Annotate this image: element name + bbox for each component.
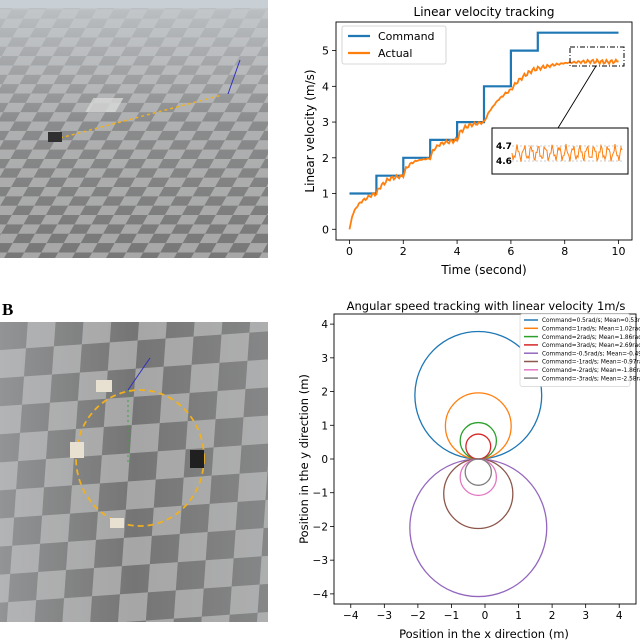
legend-command-label: Command <box>378 30 435 43</box>
chart-a-lines <box>348 31 619 230</box>
chart-b-legend-box <box>519 313 631 387</box>
chart-b-xlabel: Position in the x direction (m) <box>399 627 569 641</box>
legend-label: Command=-2rad/s; Mean=-1.86rad/s <box>542 368 640 374</box>
chart-a-ytick-label: 2 <box>322 152 329 165</box>
chart-a-ylabel: Linear velocity (m/s) <box>303 69 317 192</box>
chart-a-legend: Command Actual <box>341 25 447 65</box>
chart-b-ylabel: Position in the y direction (m) <box>297 374 311 544</box>
chart-b-legend: Command=0.5rad/s; Mean=0.53rad/s Command=… <box>519 313 640 387</box>
trajectory-circle-7 <box>464 458 493 486</box>
chart-b-ytick-label: −4 <box>313 589 329 601</box>
inset-tick-low: 4.6 <box>496 157 512 167</box>
chart-b-ytick-label: 3 <box>321 353 328 365</box>
chart-b-xtick-label: 3 <box>582 610 589 622</box>
legend-label: Command=3rad/s; Mean=2.69rad/s <box>542 343 640 349</box>
legend-actual-label: Actual <box>378 47 412 60</box>
legend-label: Command=2rad/s; Mean=1.86rad/s <box>542 335 640 341</box>
chart-a-xtick-label: 0 <box>346 245 353 258</box>
chart-b-ticks: −4 −3 −2 −1 0 1 2 3 4 −4 −3 −2 −1 0 1 2 3 4 <box>313 319 623 622</box>
chart-b-xtick-label: −2 <box>410 610 425 622</box>
trajectory-circle-4 <box>409 458 548 598</box>
simulation-render-a <box>0 0 268 258</box>
zoom-region-box <box>569 46 625 67</box>
chart-a-ytick-label: 1 <box>322 188 329 201</box>
chart-b-xtick-label: 0 <box>482 610 489 622</box>
chart-b-xtick-label: −3 <box>377 610 392 622</box>
chart-b-xtick-label: −1 <box>444 610 459 622</box>
panel-letter-b: B <box>2 300 14 319</box>
chart-b-xtick-label: 1 <box>515 610 522 622</box>
chart-b-xtick-label: −4 <box>343 610 359 622</box>
chart-linear-velocity: Linear velocity tracking 0 2 4 6 8 10 0 1 2 3 4 5 T… <box>303 5 633 277</box>
trajectory-circle-3 <box>465 433 492 460</box>
chart-a-title: Linear velocity tracking <box>414 5 555 19</box>
chart-b-ytick-label: 0 <box>321 454 328 466</box>
inset-actual-line <box>511 143 623 162</box>
chart-angular-speed: Angular speed tracking with linear veloc… <box>297 299 640 641</box>
chart-a-ytick-label: 0 <box>322 223 329 236</box>
legend-label: Command=-1rad/s; Mean=-0.97rad/s <box>542 360 640 366</box>
chart-a-xtick-label: 10 <box>612 245 626 258</box>
chart-a-ytick-label: 5 <box>322 45 329 58</box>
chart-a-xtick-label: 8 <box>561 245 568 258</box>
chart-a-ticks: 0 2 4 6 8 10 0 1 2 3 4 5 <box>322 45 626 258</box>
trajectory-circle-1 <box>444 392 512 460</box>
chart-a-xlabel: Time (second) <box>440 263 526 277</box>
chart-b-circles <box>409 330 548 598</box>
legend-label: Command=1rad/s; Mean=1.02rad/s <box>542 327 640 333</box>
legend-label: Command=0.5rad/s; Mean=0.53rad/s <box>542 318 640 324</box>
chart-b-ytick-label: 2 <box>321 387 328 399</box>
chart-a-xtick-label: 4 <box>454 245 461 258</box>
chart-a-ytick-label: 3 <box>322 116 329 129</box>
chart-b-title: Angular speed tracking with linear veloc… <box>347 299 626 313</box>
trajectory-circle-2 <box>459 421 498 460</box>
chart-a-inset: 4.7 4.6 <box>491 46 629 175</box>
chart-a-xtick-label: 2 <box>400 245 407 258</box>
chart-b-ytick-label: 1 <box>321 420 328 432</box>
legend-label: Command=-0.5rad/s; Mean=-0.49rad/s <box>542 351 640 357</box>
inset-frame <box>491 127 629 175</box>
inset-tick-high: 4.7 <box>496 142 512 152</box>
chart-a-ytick-label: 4 <box>322 80 329 93</box>
chart-a-plot-frame <box>335 21 633 241</box>
chart-b-ytick-label: −2 <box>313 521 328 533</box>
series-actual-line <box>348 57 619 230</box>
chart-b-ytick-label: −1 <box>313 488 328 500</box>
chart-b-xtick-label: 4 <box>616 610 623 622</box>
chart-a-xtick-label: 6 <box>507 245 514 258</box>
trajectory-circle-5 <box>443 458 514 530</box>
chart-b-ytick-label: −3 <box>313 555 328 567</box>
chart-b-ytick-label: 4 <box>321 319 328 331</box>
chart-b-xtick-label: 2 <box>549 610 556 622</box>
simulation-render-b <box>0 322 268 622</box>
legend-label: Command=-3rad/s; Mean=-2.58rad/s <box>542 376 640 382</box>
